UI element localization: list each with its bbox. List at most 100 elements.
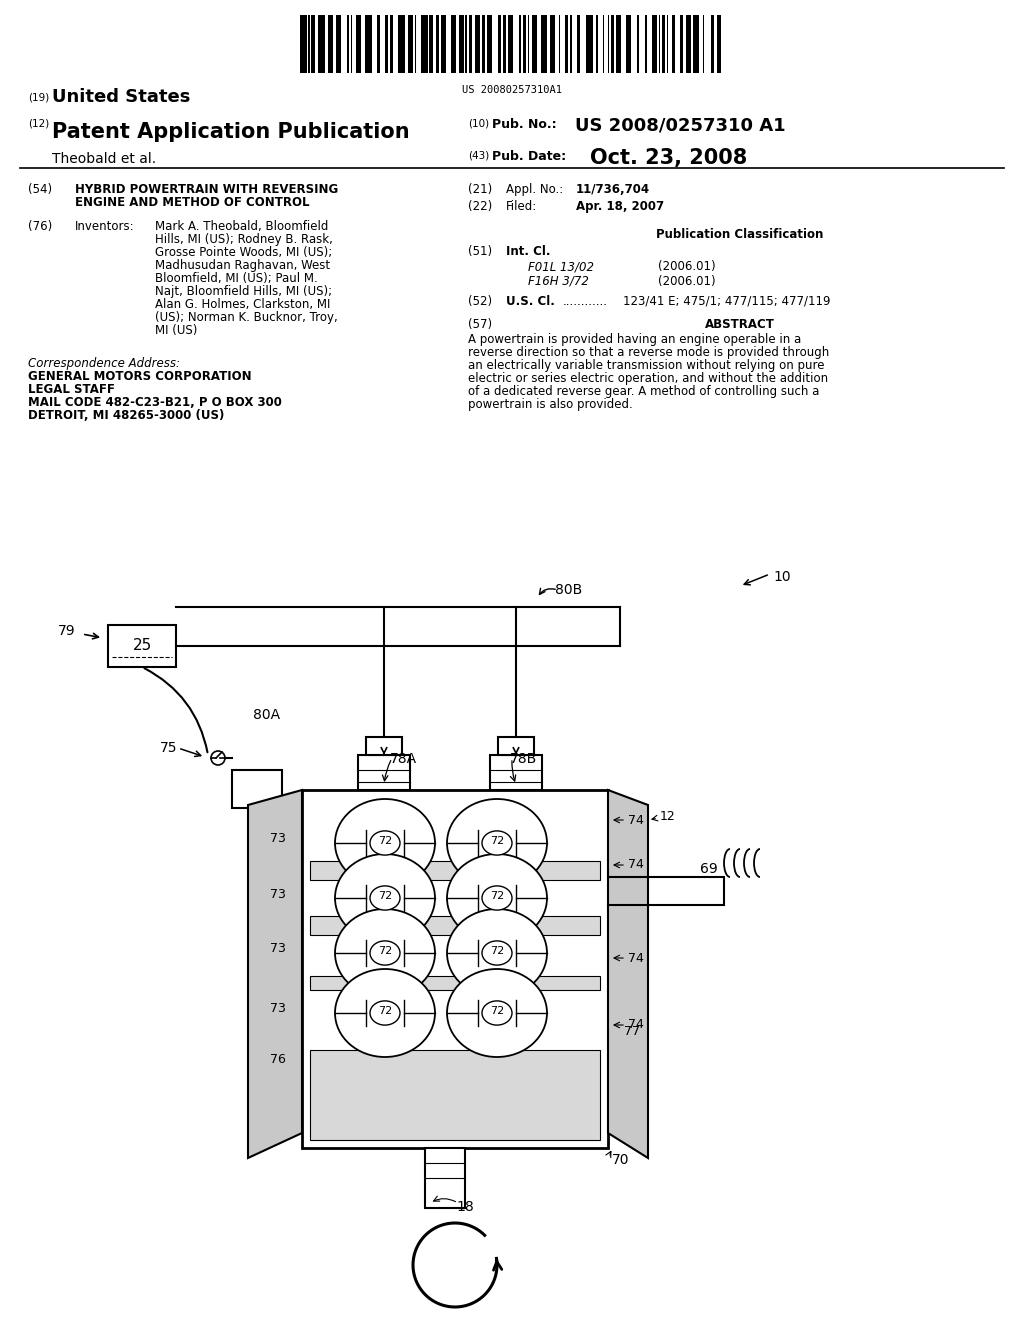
Text: MI (US): MI (US) — [155, 323, 198, 337]
Bar — [429, 15, 432, 73]
Text: (43): (43) — [468, 150, 489, 160]
Text: Apr. 18, 2007: Apr. 18, 2007 — [575, 201, 665, 213]
Text: 72: 72 — [489, 836, 504, 846]
Ellipse shape — [335, 854, 435, 942]
Text: (54): (54) — [28, 183, 52, 195]
Text: Pub. Date:: Pub. Date: — [492, 150, 566, 162]
Bar — [616, 15, 621, 73]
Ellipse shape — [447, 909, 547, 997]
Bar — [481, 15, 485, 73]
Bar — [522, 15, 526, 73]
Bar — [475, 15, 480, 73]
Bar — [508, 15, 513, 73]
Text: MAIL CODE 482-C23-B21, P O BOX 300: MAIL CODE 482-C23-B21, P O BOX 300 — [28, 396, 282, 409]
Text: F01L 13/02: F01L 13/02 — [528, 260, 594, 273]
Bar — [328, 15, 333, 73]
Ellipse shape — [482, 941, 512, 965]
Text: ............: ............ — [563, 294, 608, 308]
Bar — [440, 15, 445, 73]
Bar — [310, 861, 600, 880]
Text: (21): (21) — [468, 183, 493, 195]
Text: HYBRID POWERTRAIN WITH REVERSING: HYBRID POWERTRAIN WITH REVERSING — [75, 183, 338, 195]
Bar — [336, 15, 341, 73]
Bar — [596, 15, 598, 73]
Text: DETROIT, MI 48265-3000 (US): DETROIT, MI 48265-3000 (US) — [28, 409, 224, 422]
Text: Grosse Pointe Woods, MI (US);: Grosse Pointe Woods, MI (US); — [155, 246, 332, 259]
Bar — [421, 15, 428, 73]
Bar — [608, 15, 609, 73]
Ellipse shape — [482, 1001, 512, 1026]
Bar — [398, 15, 404, 73]
Bar — [300, 15, 306, 73]
Text: A powertrain is provided having an engine operable in a: A powertrain is provided having an engin… — [468, 333, 801, 346]
Text: (22): (22) — [468, 201, 493, 213]
Bar — [559, 15, 560, 73]
Bar — [486, 15, 492, 73]
Bar — [667, 15, 669, 73]
Text: 74: 74 — [628, 952, 644, 965]
Bar — [308, 15, 310, 73]
Bar — [662, 15, 665, 73]
Ellipse shape — [370, 941, 400, 965]
Bar — [637, 15, 639, 73]
Bar — [385, 15, 388, 73]
Text: 72: 72 — [378, 946, 392, 956]
Text: Int. Cl.: Int. Cl. — [506, 246, 551, 257]
Text: Correspondence Address:: Correspondence Address: — [28, 356, 180, 370]
Text: ENGINE AND METHOD OF CONTROL: ENGINE AND METHOD OF CONTROL — [75, 195, 309, 209]
Text: 74: 74 — [628, 1019, 644, 1031]
Bar — [686, 15, 691, 73]
Text: electric or series electric operation, and without the addition: electric or series electric operation, a… — [468, 372, 828, 385]
Ellipse shape — [335, 799, 435, 887]
Text: (19): (19) — [28, 92, 49, 102]
Text: (2006.01): (2006.01) — [658, 275, 716, 288]
Bar — [498, 15, 502, 73]
Bar — [366, 15, 372, 73]
Bar — [108, 624, 176, 667]
Text: 74: 74 — [628, 858, 644, 871]
Bar — [465, 15, 467, 73]
Polygon shape — [608, 789, 648, 1158]
Text: 73: 73 — [270, 942, 286, 956]
Text: US 20080257310A1: US 20080257310A1 — [462, 84, 562, 95]
Bar — [519, 15, 521, 73]
Text: (57): (57) — [468, 318, 493, 331]
Bar — [527, 15, 529, 73]
Bar — [570, 15, 571, 73]
Bar — [711, 15, 714, 73]
Text: 18: 18 — [456, 1200, 474, 1214]
Text: 72: 72 — [378, 891, 392, 902]
Bar — [652, 15, 656, 73]
Text: 72: 72 — [378, 836, 392, 846]
Text: Publication Classification: Publication Classification — [656, 228, 823, 242]
Bar — [503, 15, 506, 73]
Ellipse shape — [447, 854, 547, 942]
Text: Filed:: Filed: — [506, 201, 538, 213]
Bar — [551, 15, 555, 73]
Bar — [693, 15, 699, 73]
Text: 72: 72 — [378, 1006, 392, 1016]
Bar — [490, 755, 542, 789]
Bar — [436, 15, 439, 73]
Text: 123/41 E; 475/1; 477/115; 477/119: 123/41 E; 475/1; 477/115; 477/119 — [623, 294, 830, 308]
Text: Inventors:: Inventors: — [75, 220, 134, 234]
Text: F16H 3/72: F16H 3/72 — [528, 275, 589, 288]
Text: Theobald et al.: Theobald et al. — [52, 152, 156, 166]
Text: (76): (76) — [28, 220, 52, 234]
Ellipse shape — [370, 1001, 400, 1026]
Bar — [302, 789, 608, 1148]
Bar — [408, 15, 413, 73]
Bar — [658, 15, 660, 73]
Bar — [377, 15, 380, 73]
Bar — [577, 15, 580, 73]
Text: 70: 70 — [612, 1152, 630, 1167]
Bar — [351, 15, 352, 73]
Text: 74: 74 — [628, 813, 644, 826]
Ellipse shape — [447, 799, 547, 887]
Bar — [603, 15, 604, 73]
Text: reverse direction so that a reverse mode is provided through: reverse direction so that a reverse mode… — [468, 346, 829, 359]
Bar — [626, 15, 631, 73]
Bar — [451, 15, 456, 73]
Bar — [311, 15, 314, 73]
Bar — [425, 1148, 465, 1208]
